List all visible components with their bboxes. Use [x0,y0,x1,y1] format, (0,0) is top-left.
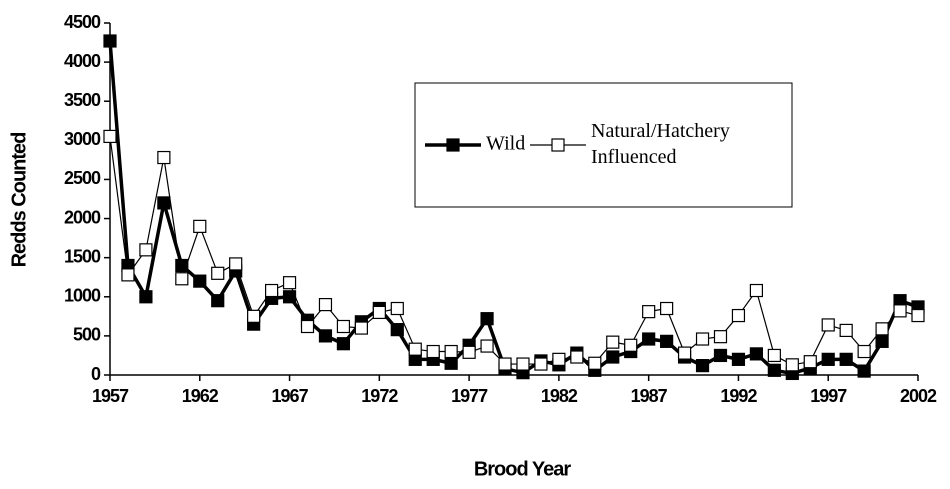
series-marker [821,352,835,366]
x-tick-label: 1962 [182,386,219,406]
series-marker [893,304,907,318]
series-marker [480,339,494,353]
series-marker [588,356,602,370]
series-marker [265,283,279,298]
series-marker [300,319,315,334]
y-tick-label: 1500 [64,246,101,266]
x-axis-title: Brood Year [474,458,572,480]
y-tick-label: 1000 [64,286,101,306]
series-marker [731,308,746,323]
y-axis-title: Redds Counted [8,133,30,268]
series-marker [911,308,925,323]
series-marker [749,347,764,361]
series-marker [175,258,189,273]
series-marker [839,352,853,366]
series-marker [660,334,674,348]
series-marker [624,338,638,352]
series-marker [642,305,656,319]
series-marker [767,348,781,363]
legend-marker [551,138,565,152]
series-marker [534,357,548,371]
series-marker [211,266,225,280]
series-marker [444,356,458,370]
series-marker [498,357,512,371]
series-marker [193,219,207,233]
series-marker [157,150,171,165]
y-tick-label: 2500 [64,168,101,188]
legend-label: Natural/Hatchery Influenced [591,120,730,168]
series-marker [372,305,386,320]
series-marker [642,332,656,346]
series-marker [480,312,494,326]
series-marker [731,352,746,366]
series-marker [749,283,764,298]
series-marker [875,322,889,336]
series-marker [282,276,297,290]
series-marker [282,290,297,304]
series-marker [695,332,710,346]
x-tick-label: 1957 [92,386,129,406]
legend-label: Wild [486,133,525,155]
x-tick-label: 2002 [900,386,937,406]
series-marker [318,298,333,312]
x-tick-label: 1982 [541,386,578,406]
series-marker [785,358,799,372]
series-marker [516,357,530,371]
series-marker [713,348,728,363]
series-marker [211,294,225,308]
series-marker [354,321,368,335]
series-marker [552,352,566,366]
series-marker [677,346,692,360]
series-marker [247,309,261,323]
series-marker [229,257,243,271]
series-marker [139,243,153,257]
series-marker [660,301,674,316]
series-marker [139,290,153,304]
series-marker [426,344,440,359]
series-marker [157,196,171,210]
x-tick-label: 1997 [810,386,847,406]
series-marker [875,334,889,348]
y-tick-label: 500 [73,325,101,345]
series-marker [767,363,781,377]
series-line [109,136,919,366]
y-tick-label: 3500 [64,90,101,110]
y-tick-label: 2000 [64,207,101,227]
series-marker [839,323,853,338]
series-marker [444,344,458,359]
series-marker [713,330,728,344]
series-marker [408,342,422,356]
series-marker [103,129,117,144]
x-tick-label: 1977 [451,386,488,406]
series-marker [103,34,117,48]
series-marker [857,364,871,378]
x-tick-label: 1972 [361,386,398,406]
y-tick-label: 4000 [64,51,101,71]
series-marker [857,344,871,359]
y-tick-label: 0 [91,364,101,384]
y-tick-label: 4500 [64,12,101,32]
y-tick-label: 3000 [64,129,101,149]
series-marker [336,319,351,334]
series-marker [390,323,404,337]
series-marker [318,329,333,343]
series-marker [121,268,135,282]
series-marker [336,337,351,351]
x-tick-label: 1967 [272,386,309,406]
series-marker [570,350,584,364]
series-marker [606,350,620,364]
series-marker [695,359,710,373]
legend-marker [446,138,460,152]
series-marker [462,345,476,359]
series-marker [175,272,189,286]
x-tick-label: 1992 [720,386,757,406]
series-marker [803,355,817,369]
series-marker [193,274,207,288]
series-marker [821,318,835,332]
series-marker [390,301,404,316]
x-tick-label: 1987 [631,386,668,406]
series-line [108,40,919,376]
series-marker [606,335,620,349]
